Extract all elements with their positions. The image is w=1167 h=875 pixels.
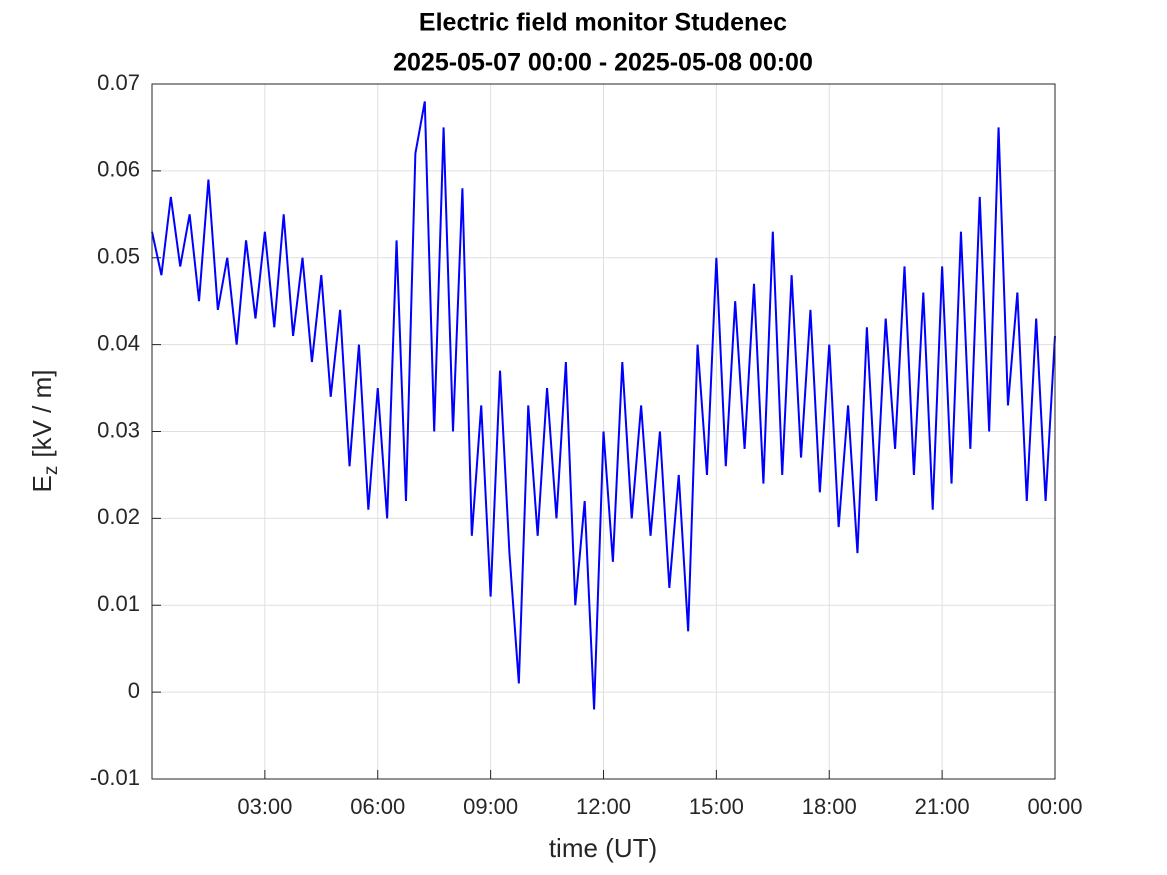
- x-tick-label: 21:00: [915, 794, 970, 819]
- x-tick-label: 15:00: [689, 794, 744, 819]
- y-tick-label: 0.06: [97, 157, 140, 182]
- y-tick-label: 0.03: [97, 417, 140, 442]
- y-axis-label: Ez [kV / m]: [27, 370, 62, 493]
- chart-title: Electric field monitor Studenec: [419, 9, 787, 37]
- x-tick-label: 00:00: [1027, 794, 1082, 819]
- x-tick-label: 12:00: [576, 794, 631, 819]
- axes-box: [151, 83, 1056, 780]
- y-tick-label: 0: [128, 678, 140, 703]
- y-tick-label: 0.04: [97, 330, 140, 355]
- y-label-unit: [kV / m]: [27, 370, 57, 458]
- x-tick-label: 09:00: [463, 794, 518, 819]
- x-axis-label: time (UT): [549, 833, 657, 863]
- y-label-main: E: [27, 475, 57, 492]
- x-tick-label: 06:00: [350, 794, 405, 819]
- y-tick-label: 0.05: [97, 244, 140, 269]
- y-tick-label: 0.07: [97, 70, 140, 95]
- data-line: [151, 101, 1056, 710]
- x-tick-label: 18:00: [802, 794, 857, 819]
- y-label-sub: z: [41, 466, 62, 476]
- chart-subtitle: 2025-05-07 00:00 - 2025-05-08 00:00: [393, 49, 813, 77]
- x-tick-label: 03:00: [237, 794, 292, 819]
- y-tick-label: -0.01: [90, 765, 140, 790]
- y-tick-label: 0.01: [97, 591, 140, 616]
- y-tick-label: 0.02: [97, 504, 140, 529]
